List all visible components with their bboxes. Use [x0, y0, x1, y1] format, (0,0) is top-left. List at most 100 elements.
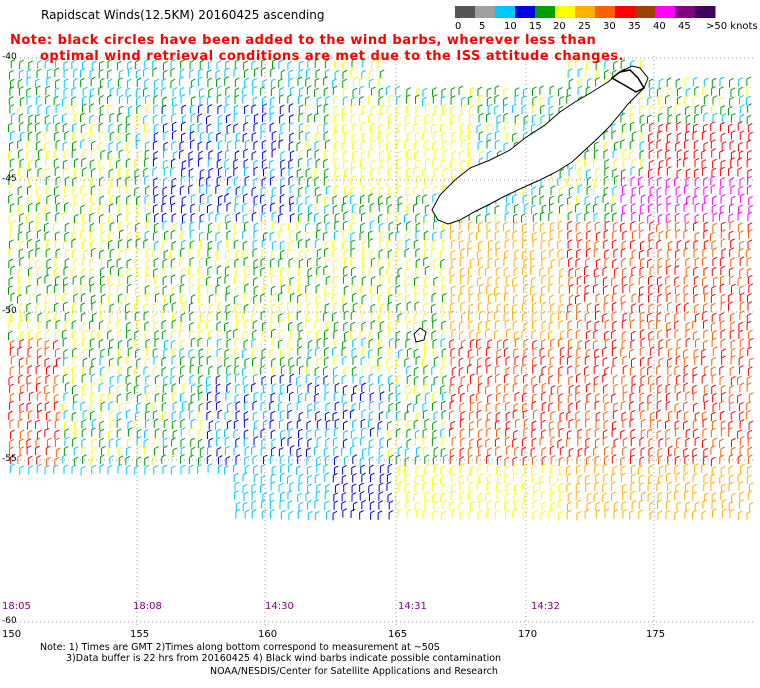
wind-barb — [467, 158, 473, 168]
legend-swatch — [475, 6, 496, 18]
wind-barb — [711, 104, 716, 114]
wind-barb — [315, 158, 321, 168]
wind-barb — [190, 139, 195, 149]
wind-barb — [144, 149, 150, 159]
wind-barb — [99, 105, 105, 115]
wind-barb — [342, 69, 348, 80]
wind-barb — [171, 140, 177, 151]
legend-label: 10 — [504, 21, 517, 32]
wind-barb — [630, 105, 636, 116]
wind-barb — [233, 166, 239, 177]
wind-barb — [370, 187, 375, 197]
wind-barb — [80, 77, 85, 88]
wind-barb — [98, 113, 104, 123]
wind-barb — [674, 176, 679, 187]
wind-barb — [676, 158, 682, 168]
wind-barb — [117, 123, 123, 133]
wind-barb — [324, 114, 329, 124]
wind-barb — [216, 175, 222, 186]
wind-barb — [469, 113, 474, 124]
wind-barb — [593, 176, 599, 187]
wind-barb — [685, 176, 691, 187]
wind-barb — [333, 95, 338, 105]
wind-barb — [513, 123, 518, 133]
wind-barb — [424, 121, 430, 131]
wind-barb — [522, 194, 528, 204]
wind-barb — [98, 141, 104, 151]
wind-barb — [242, 94, 248, 104]
wind-barb — [568, 186, 574, 197]
wind-barb — [694, 104, 700, 114]
wind-barb — [144, 175, 149, 185]
wind-barb — [35, 177, 41, 187]
wind-barb — [539, 185, 544, 195]
wind-barb — [170, 59, 176, 69]
wind-barb — [73, 77, 78, 88]
wind-barb — [334, 157, 340, 168]
wind-barb — [288, 166, 294, 177]
wind-barb — [343, 131, 349, 141]
wind-barb — [289, 86, 295, 96]
wind-barb — [593, 203, 598, 213]
wind-barb — [360, 140, 366, 150]
wind-barb — [46, 122, 52, 132]
wind-barb — [747, 103, 752, 113]
wind-barb — [639, 140, 645, 151]
wind-barb — [46, 76, 51, 86]
wind-barb — [558, 203, 564, 214]
legend-swatch — [555, 6, 576, 18]
wind-barb — [379, 69, 385, 79]
wind-barb — [279, 86, 285, 97]
wind-barb — [243, 158, 249, 169]
wind-barb — [701, 149, 706, 160]
wind-barb — [10, 78, 15, 89]
wind-barb — [233, 104, 239, 115]
wind-barb — [361, 132, 367, 142]
wind-barb — [638, 166, 644, 177]
wind-barb — [107, 78, 113, 89]
wind-barb — [206, 140, 212, 150]
legend-swatch — [635, 6, 656, 18]
wind-barb — [197, 141, 203, 151]
wind-barb — [369, 123, 375, 133]
wind-barb — [378, 195, 383, 205]
wind-barb — [504, 121, 510, 131]
wind-barb — [18, 113, 24, 123]
wind-barb — [666, 157, 672, 167]
wind-barb — [180, 175, 186, 186]
wind-barb — [161, 87, 166, 97]
wind-barb — [189, 69, 194, 79]
wind-barb — [144, 203, 150, 214]
wind-barb — [181, 114, 187, 125]
wind-barb — [612, 185, 618, 196]
wind-barb — [341, 105, 347, 116]
wind-barb — [639, 149, 645, 160]
wind-barb — [694, 186, 700, 197]
wind-barb — [368, 78, 374, 89]
wind-barb — [127, 67, 133, 77]
wind-barb — [118, 132, 124, 143]
wind-barb — [333, 140, 339, 151]
wind-barb — [359, 76, 364, 87]
wind-barb — [676, 194, 682, 204]
wind-barb — [262, 150, 267, 160]
wind-barb — [503, 87, 509, 97]
wind-barb — [676, 113, 681, 123]
wind-barb — [55, 103, 61, 113]
wind-barb — [612, 148, 618, 159]
wind-barb — [514, 94, 520, 104]
wind-barb — [323, 196, 329, 206]
wind-barb — [370, 168, 375, 178]
wind-barb — [161, 78, 167, 88]
wind-barb — [288, 175, 294, 186]
wind-barb — [278, 78, 283, 88]
wind-barb — [640, 123, 646, 133]
wind-barb — [594, 195, 600, 206]
wind-barb — [676, 168, 682, 179]
wind-barb — [306, 148, 312, 158]
wind-barb — [557, 176, 563, 186]
wind-barb — [27, 168, 32, 178]
wind-barb — [144, 58, 149, 69]
wind-barb — [46, 105, 51, 115]
wind-barb — [307, 157, 313, 168]
